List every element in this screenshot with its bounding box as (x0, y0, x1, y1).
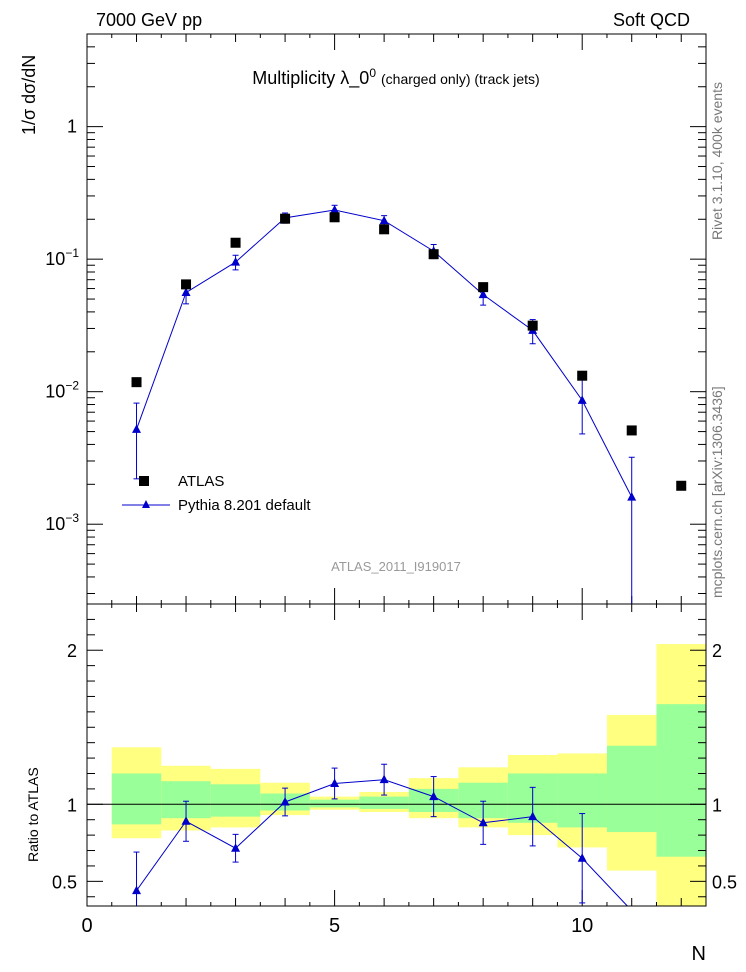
mc-series-ratio (132, 763, 628, 907)
header-left: 7000 GeV pp (96, 10, 202, 30)
ratio-uncertainty-bands (87, 644, 706, 906)
mc-point (379, 215, 389, 225)
mc-point (181, 287, 191, 297)
y-axis-label: 1/σ dσ/dN (19, 55, 39, 135)
chart-title: Multiplicity λ_00 (charged only) (track j… (252, 66, 539, 89)
ratio-band-inner-2 (210, 784, 261, 817)
data-point (428, 249, 439, 260)
data-point (626, 425, 637, 436)
mc-ratio-point (528, 811, 538, 821)
header-right: Soft QCD (613, 10, 690, 30)
x-tick-label-2: 10 (571, 915, 593, 937)
mc-line (136, 209, 633, 498)
legend-label-pythia: Pythia 8.201 default (178, 497, 311, 514)
data-point (230, 237, 241, 248)
ratio-band-inner-5 (359, 796, 409, 809)
ratio-y-tick-label-right-1: 1 (712, 795, 722, 815)
x-tick-label-0: 0 (81, 915, 92, 937)
mc-ratio-point (132, 885, 142, 895)
ratio-band-inner-4 (309, 799, 360, 808)
legend-marker-pythia (142, 500, 150, 508)
title-suffix: (charged only) (track jets) (381, 71, 540, 87)
data-series-main (131, 212, 687, 491)
x-axis-label: N (692, 943, 706, 965)
mc-point (132, 424, 142, 433)
mc-ratio-point (478, 817, 488, 827)
main-panel-frame (86, 33, 707, 605)
mc-point (330, 204, 340, 214)
analysis-watermark: ATLAS_2011_I919017 (331, 559, 461, 574)
ratio-y-axis-label: Ratio to ATLAS (25, 767, 41, 862)
mcplots-label: mcplots.cern.ch [arXiv:1306.3436] (709, 386, 725, 598)
mc-ratio-point (330, 778, 340, 788)
ratio-band-inner-11 (656, 704, 706, 857)
rivet-label: Rivet 3.1.10, 400k events (709, 82, 725, 240)
data-point (131, 377, 142, 388)
ratio-y-tick-label-right-0: 0.5 (712, 872, 737, 892)
mc-ratio-point (429, 791, 439, 801)
main-y-tick-label-2: 10−1 (45, 246, 79, 269)
ratio-band-inner-10 (606, 745, 657, 833)
data-point (181, 279, 192, 290)
main-axis-ticks: 10−3 10−2 10−1 1 (45, 33, 707, 604)
mc-ratio-point (379, 774, 389, 784)
ratio-y-tick-label-2: 2 (67, 641, 77, 661)
legend-marker-atlas (139, 476, 149, 486)
ratio-y-tick-label-1: 1 (67, 795, 77, 815)
data-point (280, 213, 291, 224)
data-point (379, 224, 390, 235)
mc-point (577, 395, 587, 404)
main-y-tick-label-0: 10−3 (45, 511, 79, 534)
data-point (676, 480, 687, 491)
legend-label-atlas: ATLAS (178, 473, 224, 490)
ratio-panel-frame (86, 603, 707, 907)
data-point (527, 320, 538, 331)
legend: ATLAS Pythia 8.201 default (122, 473, 311, 514)
title-superscript: 0 (369, 66, 376, 80)
data-point (329, 212, 340, 223)
mc-point (627, 492, 637, 501)
ratio-y-tick-label-right-2: 2 (712, 641, 722, 661)
mc-ratio-point (577, 853, 587, 862)
mc-point (478, 289, 488, 299)
main-y-tick-label-1: 10−2 (45, 379, 79, 402)
mc-series-main (132, 204, 637, 604)
ratio-band-inner-0 (111, 773, 162, 825)
data-point (478, 282, 489, 293)
mc-ratio-point (181, 816, 191, 825)
x-tick-label-1: 5 (329, 915, 340, 937)
mc-point (231, 257, 241, 266)
mc-ratio-point (231, 843, 241, 852)
main-y-tick-label-3: 1 (67, 117, 77, 137)
mc-ratio-point (280, 796, 290, 806)
data-point (577, 370, 588, 381)
ratio-y-tick-label-0: 0.5 (52, 872, 77, 892)
